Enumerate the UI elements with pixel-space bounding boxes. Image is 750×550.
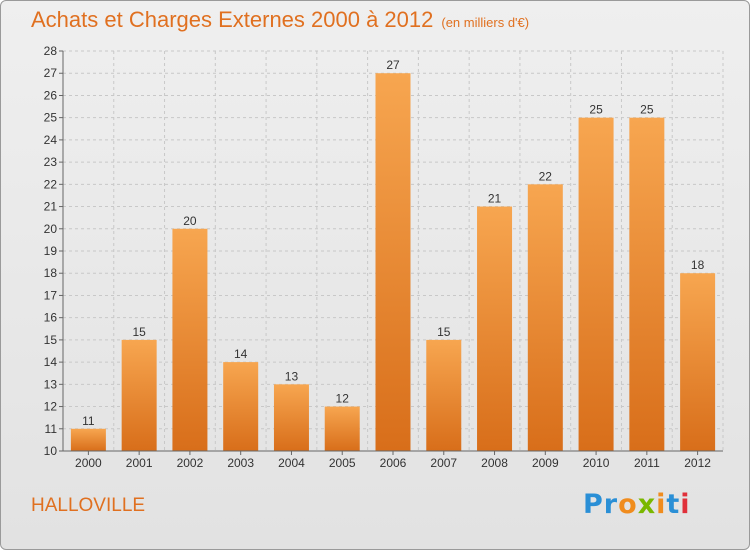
x-tick-label: 2004 bbox=[278, 456, 305, 470]
y-tick-label: 26 bbox=[44, 88, 58, 102]
x-tick-label: 2011 bbox=[634, 456, 660, 470]
y-tick-label: 23 bbox=[44, 155, 58, 169]
x-axis: 2000 2001 2002 2003 2004 2005 2006 2007 2008 2009… bbox=[63, 450, 723, 470]
y-tick-label: 10 bbox=[44, 444, 58, 458]
logo-letter: o bbox=[618, 489, 638, 520]
y-tick-label: 13 bbox=[44, 377, 58, 391]
bar-value-label: 11 bbox=[82, 414, 95, 428]
bar bbox=[121, 339, 157, 451]
bar bbox=[324, 406, 360, 451]
title-text: Achats et Charges Externes 2000 à 2012 bbox=[31, 7, 434, 32]
bars: 11 15 20 14 13 12 27 15 21 22 25 25 18 bbox=[70, 58, 716, 452]
bar-value-label: 21 bbox=[488, 192, 502, 206]
logo-letter: r bbox=[603, 489, 619, 520]
bar-value-label: 18 bbox=[691, 258, 705, 272]
bar-value-label: 14 bbox=[234, 347, 248, 361]
x-tick-label: 2010 bbox=[583, 456, 610, 470]
proxiti-logo: Proxiti bbox=[583, 489, 691, 520]
x-tick-label: 2002 bbox=[177, 456, 204, 470]
x-tick-label: 2001 bbox=[126, 456, 153, 470]
logo-letter: i bbox=[656, 489, 667, 520]
bar bbox=[477, 206, 513, 451]
x-tick-label: 2007 bbox=[430, 456, 457, 470]
y-tick-label: 21 bbox=[44, 200, 58, 214]
bar-value-label: 13 bbox=[285, 369, 299, 383]
logo-letter: P bbox=[583, 489, 604, 520]
y-tick-label: 19 bbox=[44, 244, 58, 258]
y-tick-label: 28 bbox=[44, 44, 58, 58]
bar bbox=[375, 73, 411, 451]
bar bbox=[629, 117, 665, 452]
y-tick-label: 22 bbox=[44, 177, 58, 191]
bar bbox=[70, 428, 106, 451]
bar bbox=[223, 362, 259, 451]
logo-letter: t bbox=[666, 489, 681, 520]
bar-value-label: 22 bbox=[539, 169, 553, 183]
bar bbox=[273, 384, 309, 451]
bar bbox=[172, 228, 208, 451]
bar-value-label: 20 bbox=[183, 214, 197, 228]
y-tick-label: 17 bbox=[44, 288, 58, 302]
y-tick-label: 24 bbox=[44, 133, 58, 147]
logo-letter: x bbox=[637, 489, 657, 520]
y-tick-label: 27 bbox=[44, 66, 58, 80]
x-tick-label: 2000 bbox=[75, 456, 102, 470]
bar bbox=[527, 184, 563, 452]
bar-value-label: 15 bbox=[132, 325, 146, 339]
y-tick-label: 12 bbox=[44, 400, 58, 414]
x-tick-label: 2008 bbox=[481, 456, 508, 470]
y-axis: 10 11 12 13 14 15 16 17 18 19 20 21 22 23 24 25 26 27 28 bbox=[44, 44, 64, 458]
y-tick-label: 16 bbox=[44, 311, 58, 325]
y-tick-label: 11 bbox=[45, 422, 58, 436]
commune-name: HALLOVILLE bbox=[31, 495, 146, 516]
x-tick-label: 2012 bbox=[684, 456, 711, 470]
x-tick-label: 2005 bbox=[329, 456, 356, 470]
x-tick-label: 2003 bbox=[227, 456, 254, 470]
bar-value-label: 12 bbox=[336, 392, 350, 406]
unit-label: (en milliers d'€) bbox=[441, 15, 530, 30]
logo-letter: i bbox=[680, 489, 691, 520]
y-tick-label: 15 bbox=[44, 333, 58, 347]
bar-value-label: 15 bbox=[437, 325, 451, 339]
y-tick-label: 25 bbox=[44, 111, 58, 125]
bar bbox=[578, 117, 614, 452]
x-tick-label: 2009 bbox=[532, 456, 559, 470]
y-tick-label: 20 bbox=[44, 222, 58, 236]
y-tick-label: 18 bbox=[44, 266, 58, 280]
x-tick-label: 2006 bbox=[380, 456, 407, 470]
chart-title: Achats et Charges Externes 2000 à 2012 (e… bbox=[31, 7, 529, 33]
bar bbox=[680, 273, 716, 451]
bar-value-label: 25 bbox=[589, 103, 603, 117]
y-tick-label: 14 bbox=[44, 355, 58, 369]
bar bbox=[426, 339, 462, 451]
bar-value-label: 27 bbox=[386, 58, 400, 72]
bar-value-label: 25 bbox=[640, 103, 654, 117]
